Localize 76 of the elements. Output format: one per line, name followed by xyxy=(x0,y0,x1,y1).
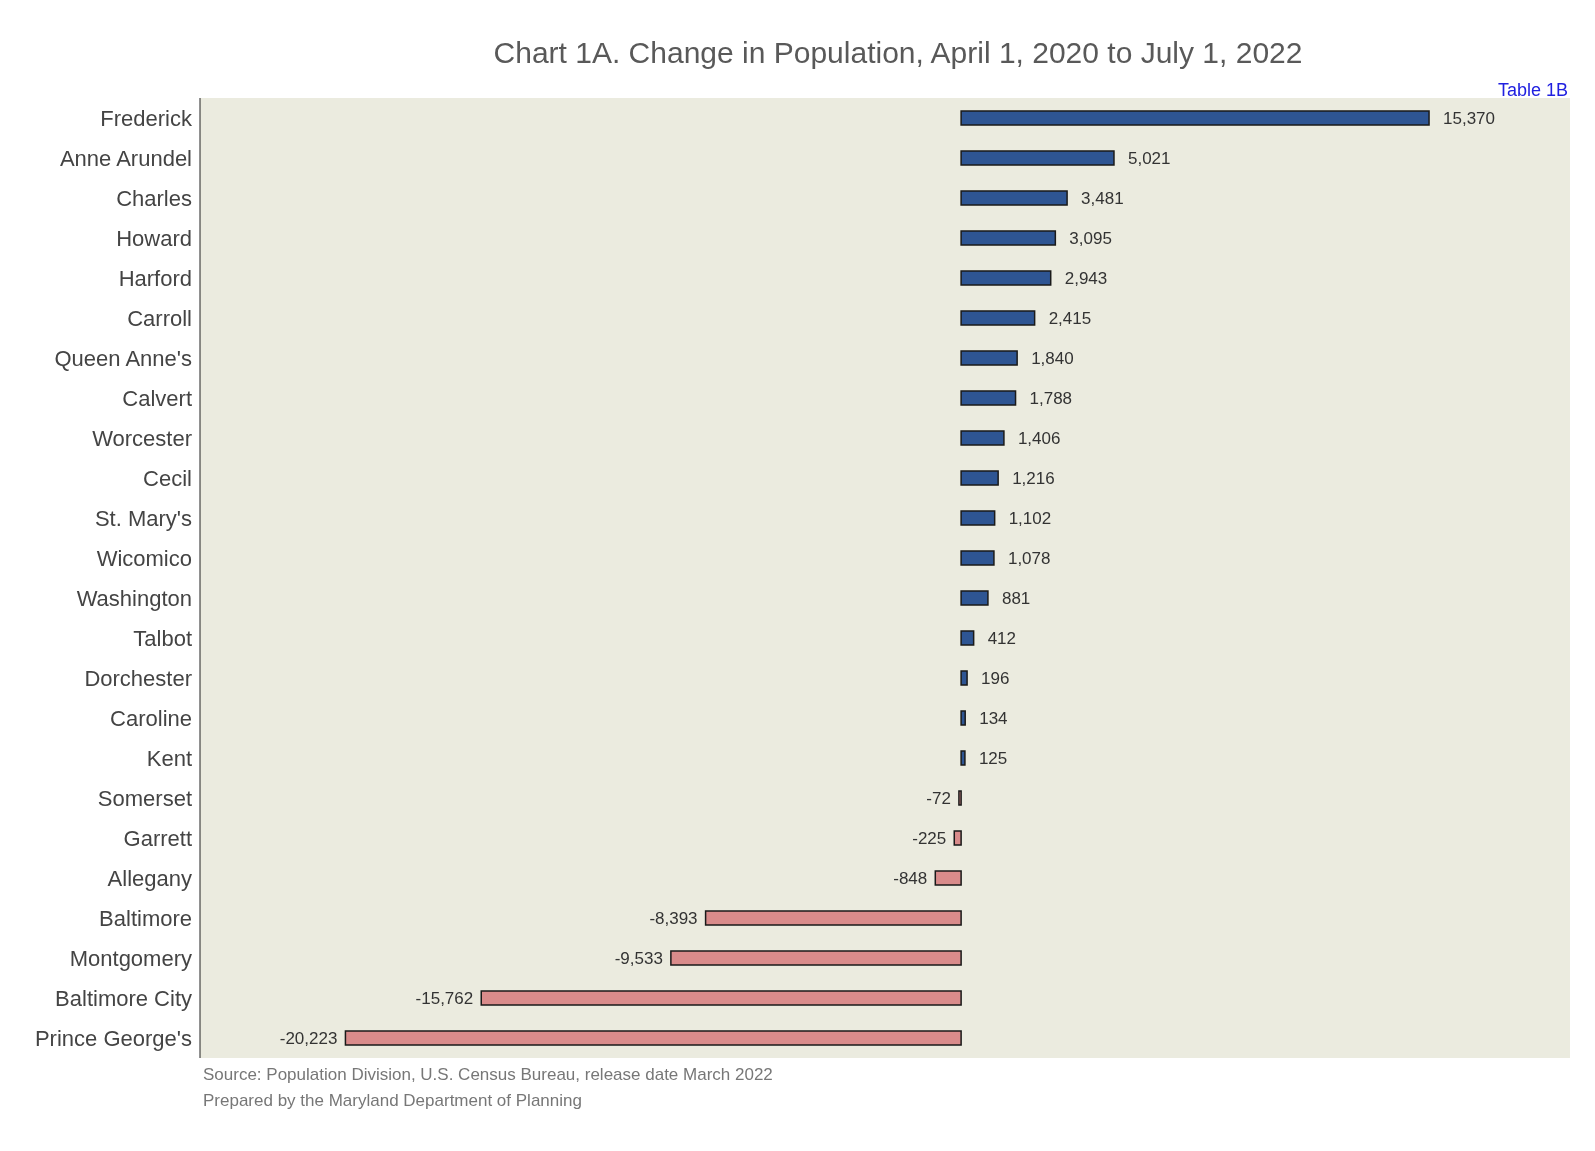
bar xyxy=(960,150,1115,166)
y-tick-label: Talbot xyxy=(133,625,192,651)
y-tick-label: Calvert xyxy=(122,385,192,411)
data-label: 15,370 xyxy=(1443,109,1496,128)
y-tick-label: Prince George's xyxy=(34,1025,192,1051)
y-tick-label: Queen Anne's xyxy=(54,345,192,371)
y-tick-label: Anne Arundel xyxy=(59,145,192,171)
y-tick-label: Dorchester xyxy=(84,665,192,691)
bar xyxy=(960,190,1068,206)
data-label: 881 xyxy=(1001,589,1031,608)
bar xyxy=(960,670,968,686)
data-label: 412 xyxy=(987,629,1017,648)
data-label: 1,840 xyxy=(1031,349,1074,368)
bar xyxy=(960,430,1005,446)
bar xyxy=(480,990,962,1006)
data-label: -8,393 xyxy=(649,909,698,928)
y-tick-label: Harford xyxy=(118,265,192,291)
bar xyxy=(960,470,999,486)
data-label: 1,102 xyxy=(1008,509,1052,528)
bar xyxy=(960,390,1017,406)
data-label: -225 xyxy=(912,829,947,848)
data-label: 196 xyxy=(981,669,1010,688)
bar xyxy=(960,510,996,526)
y-tick-label: Kent xyxy=(146,745,192,771)
data-label: 2,943 xyxy=(1064,269,1108,288)
data-label: -848 xyxy=(893,869,928,888)
y-tick-label: Howard xyxy=(116,225,192,251)
text: Prepared by the Maryland Department of Planning xyxy=(203,1090,583,1112)
bar xyxy=(344,1030,962,1046)
data-label: 3,095 xyxy=(1069,229,1112,248)
y-tick-label: Frederick xyxy=(100,105,193,131)
y-tick-label: Cecil xyxy=(143,465,192,491)
bar xyxy=(960,590,989,606)
data-label: -9,533 xyxy=(614,949,663,968)
bar xyxy=(960,350,1018,366)
y-tick-label: Somerset xyxy=(97,785,192,811)
bar xyxy=(960,310,1036,326)
bar xyxy=(960,630,975,646)
bar xyxy=(960,110,1430,126)
y-tick-label: St. Mary's xyxy=(94,505,192,531)
chart-title: Chart 1A. Change in Population, April 1, 2020 to July 1, 2022 xyxy=(493,36,1303,69)
bar xyxy=(960,270,1052,286)
source-note: Source: Population Division, U.S. Census Bureau, release date March 2022 xyxy=(203,1064,774,1086)
bar xyxy=(960,230,1057,246)
data-label: 2,415 xyxy=(1048,309,1092,328)
y-tick-label: Charles xyxy=(116,185,192,211)
data-label: 1,788 xyxy=(1029,389,1073,408)
bar xyxy=(934,870,962,886)
annotation: Table 1B xyxy=(1497,80,1568,101)
bar xyxy=(960,710,966,726)
bar xyxy=(958,790,962,806)
y-tick-label: Allegany xyxy=(107,865,192,891)
y-tick-label: Worcester xyxy=(92,425,192,451)
data-label: 1,406 xyxy=(1017,429,1061,448)
bar xyxy=(670,950,962,966)
data-label: 5,021 xyxy=(1127,149,1171,168)
y-tick-label: Caroline xyxy=(110,705,192,731)
y-tick-label: Wicomico xyxy=(96,545,192,571)
data-label: 125 xyxy=(978,749,1008,768)
y-tick-label: Washington xyxy=(76,585,192,611)
data-label: -72 xyxy=(926,789,951,808)
bar xyxy=(960,550,995,566)
y-tick-label: Baltimore xyxy=(99,905,192,931)
data-label: 3,481 xyxy=(1081,189,1124,208)
bar xyxy=(953,830,962,846)
data-label: -20,223 xyxy=(279,1029,338,1048)
data-label: 1,078 xyxy=(1007,549,1051,568)
data-label: 134 xyxy=(979,709,1008,728)
y-tick-label: Baltimore City xyxy=(55,985,192,1011)
bar xyxy=(704,910,962,926)
data-label: -15,762 xyxy=(415,989,474,1008)
bar xyxy=(960,750,966,766)
data-label: 1,216 xyxy=(1012,469,1055,488)
y-tick-label: Montgomery xyxy=(69,945,192,971)
y-tick-label: Garrett xyxy=(123,825,192,851)
y-tick-label: Carroll xyxy=(127,305,192,331)
